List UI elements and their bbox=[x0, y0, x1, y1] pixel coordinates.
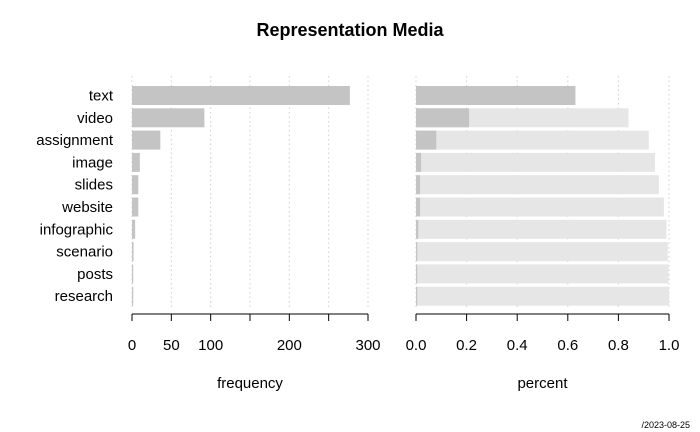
percent-cumulative-bar-slides bbox=[416, 175, 659, 195]
percent-panel: 0.0 0.2 0.4 0.6 0.8 1.0 percent bbox=[406, 76, 680, 392]
frequency-axis-label: frequency bbox=[217, 375, 283, 392]
percent-cumulative-bar-posts bbox=[416, 264, 669, 284]
frequency-tick-label-4: 300 bbox=[355, 337, 380, 354]
frequency-bar-slides bbox=[132, 175, 139, 195]
frequency-bar-posts bbox=[132, 264, 134, 284]
percent-bar-scenario bbox=[416, 242, 418, 262]
category-label-research: research bbox=[55, 288, 113, 305]
frequency-tick-label-1: 50 bbox=[163, 337, 180, 354]
frequency-tick-label-3: 200 bbox=[277, 337, 302, 354]
percent-tick-label-0: 0.0 bbox=[406, 337, 427, 354]
percent-tick-label-5: 1.0 bbox=[659, 337, 680, 354]
percent-bar-infographic bbox=[416, 219, 419, 239]
frequency-bar-scenario bbox=[132, 242, 134, 262]
frequency-bar-infographic bbox=[132, 219, 136, 239]
percent-cumulative-bar-assignment bbox=[416, 130, 649, 150]
percent-cumulative-bar-research bbox=[416, 286, 669, 306]
frequency-tick-label-2: 100 bbox=[198, 337, 223, 354]
category-label-slides: slides bbox=[75, 177, 113, 194]
frequency-bar-text bbox=[132, 86, 350, 105]
percent-cumulative-bar-scenario bbox=[416, 242, 668, 262]
category-label-website: website bbox=[61, 199, 113, 216]
category-label-scenario: scenario bbox=[56, 244, 113, 261]
percent-tick-label-4: 0.8 bbox=[608, 337, 629, 354]
chart-title: Representation Media bbox=[256, 20, 444, 40]
frequency-panel: 0 50 100 200 300 frequency bbox=[128, 76, 381, 392]
percent-bar-assignment bbox=[416, 130, 437, 150]
percent-bar-image bbox=[416, 152, 422, 172]
frequency-bar-research bbox=[132, 286, 134, 306]
category-label-posts: posts bbox=[77, 266, 113, 283]
frequency-bar-assignment bbox=[132, 130, 161, 150]
percent-cumulative-bar-infographic bbox=[416, 219, 667, 239]
category-label-text: text bbox=[89, 88, 114, 105]
percent-cumulative-bar-website bbox=[416, 197, 664, 217]
percent-bar-video bbox=[416, 108, 470, 128]
percent-cumulative-bar-image bbox=[416, 152, 656, 172]
percent-tick-label-1: 0.2 bbox=[456, 337, 477, 354]
percent-bar-posts bbox=[416, 264, 418, 284]
percent-tick-label-3: 0.6 bbox=[557, 337, 578, 354]
category-label-assignment: assignment bbox=[36, 132, 114, 149]
percent-bar-text bbox=[416, 86, 576, 105]
category-label-infographic: infographic bbox=[40, 221, 114, 238]
frequency-bar-website bbox=[132, 197, 139, 217]
frequency-tick-label-0: 0 bbox=[128, 337, 136, 354]
percent-bar-research bbox=[416, 286, 418, 306]
category-label-image: image bbox=[72, 154, 113, 171]
percent-tick-label-2: 0.4 bbox=[507, 337, 528, 354]
percent-axis-label: percent bbox=[517, 375, 568, 392]
percent-bar-website bbox=[416, 197, 421, 217]
frequency-bar-video bbox=[132, 108, 205, 128]
frequency-bar-image bbox=[132, 152, 140, 172]
category-labels: text video assignment image slides website inf… bbox=[36, 88, 114, 306]
date-footer: /2023-08-25 bbox=[641, 420, 690, 430]
category-label-video: video bbox=[77, 110, 113, 127]
percent-bar-slides bbox=[416, 175, 421, 195]
